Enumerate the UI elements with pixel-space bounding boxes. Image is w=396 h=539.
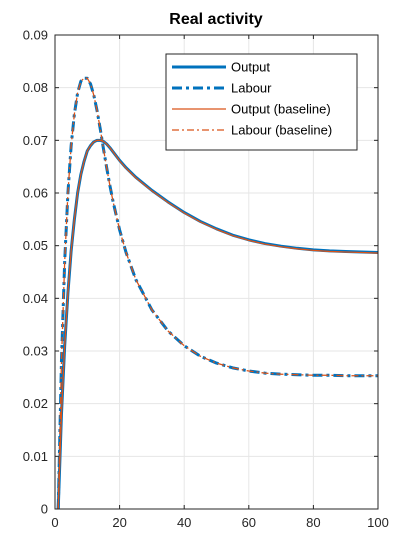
axis-ticks: 0 20 40 60 80 100 0 0.01 0.02 0.03 0.04 0.05 0.06 0.0… (23, 28, 389, 531)
x-tick-label: 80 (306, 515, 320, 530)
y-tick-label: 0.01 (23, 449, 48, 464)
x-tick-label: 40 (177, 515, 191, 530)
legend-box (165, 53, 358, 151)
x-tick-label: 0 (51, 515, 58, 530)
y-tick-label: 0.08 (23, 80, 48, 95)
x-tick-label: 100 (367, 515, 389, 530)
y-tick-label: 0.06 (23, 186, 48, 201)
x-tick-label: 60 (242, 515, 256, 530)
legend-label: Labour (231, 81, 272, 96)
y-tick-label: 0 (41, 502, 48, 517)
y-tick-label: 0.04 (23, 291, 48, 306)
y-tick-label: 0.02 (23, 396, 48, 411)
series-lines (56, 76, 379, 510)
y-tick-label: 0.03 (23, 344, 48, 359)
plot-frame (54, 34, 379, 510)
y-tick-label: 0.09 (23, 28, 48, 43)
legend-label: Output (231, 60, 270, 75)
series-line-0 (56, 138, 379, 510)
legend-label: Labour (baseline) (231, 123, 332, 138)
series-line-1 (56, 76, 378, 510)
x-tick-label: 20 (112, 515, 126, 530)
chart-title: Real activity (169, 11, 262, 28)
y-tick-label: 0.05 (23, 238, 48, 253)
y-tick-label: 0.07 (23, 133, 48, 148)
legend: Output Labour Output (baseline) Labour (bas… (165, 53, 358, 151)
series-line-2 (57, 139, 379, 510)
legend-label: Output (baseline) (231, 102, 331, 117)
